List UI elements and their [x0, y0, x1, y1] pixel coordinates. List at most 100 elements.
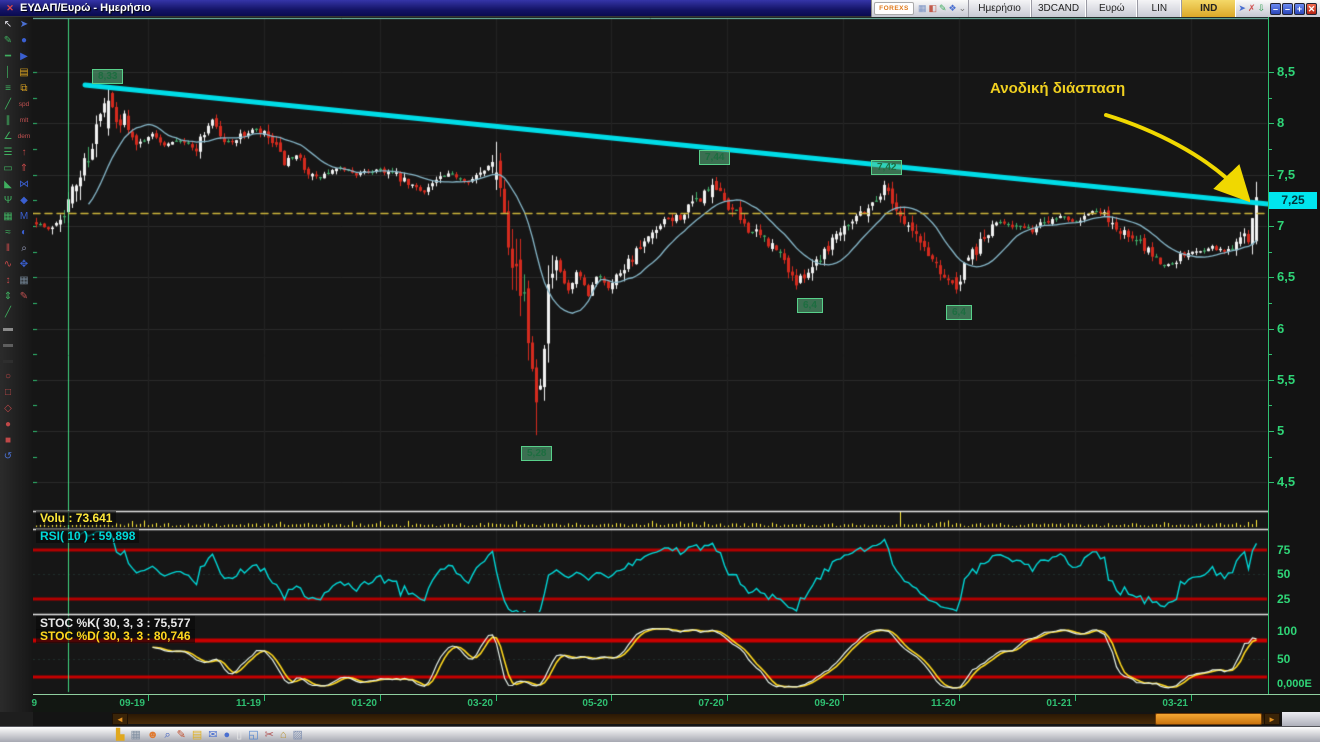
- tool-cursor-icon[interactable]: ↖: [3, 19, 13, 30]
- cut-icon[interactable]: ✂: [264, 728, 274, 741]
- erase-red-icon[interactable]: ✗: [1247, 3, 1256, 13]
- tool-orb-blue-icon[interactable]: ●: [20, 35, 28, 46]
- x-axis-label: 01-20: [351, 698, 377, 709]
- tool-half-circle-icon[interactable]: ◐: [20, 227, 28, 238]
- window-close-left-icon[interactable]: ✕: [6, 3, 14, 13]
- tool-diamond-blue-icon[interactable]: ◆: [20, 195, 28, 206]
- spreadsheet-icon[interactable]: ▦: [130, 728, 141, 741]
- tool-eraser-icon[interactable]: ▬: [3, 323, 13, 334]
- currency-button[interactable]: Ευρώ: [1086, 0, 1138, 17]
- minimize-button[interactable]: –: [1270, 2, 1281, 15]
- chart-style-button[interactable]: 3DCAND: [1030, 0, 1087, 17]
- tool-marker-black-icon[interactable]: ▬: [3, 355, 13, 366]
- send-icon[interactable]: ✉: [208, 728, 218, 741]
- rsi-label: RSI( 10 ) : 59,898: [36, 529, 140, 543]
- tool-fibonacci-tool-icon[interactable]: ☰: [3, 147, 13, 158]
- window-controls: – – + ✕: [1267, 0, 1320, 17]
- tool-pitchfork-tool-icon[interactable]: Ψ: [3, 195, 13, 206]
- drum-icon[interactable]: ●: [223, 728, 231, 741]
- tool-pencil-icon[interactable]: ✎: [3, 35, 13, 46]
- tool-magnifier-icon[interactable]: ⌕: [21, 243, 27, 254]
- tool-bars-tool-icon[interactable]: ‖: [5, 243, 11, 254]
- bank-icon[interactable]: ⌂: [279, 728, 287, 741]
- tool-diamond-tool-icon[interactable]: ◇: [4, 403, 12, 414]
- tool-bowtie-blue-icon[interactable]: ⋈: [19, 179, 29, 190]
- dropdown-icon[interactable]: ⌄: [958, 3, 967, 13]
- y-axis-tick: [1269, 98, 1272, 99]
- tool-zigzag-tool-icon[interactable]: ∿: [3, 259, 13, 270]
- y-axis-tick: [1269, 482, 1274, 483]
- price-axis[interactable]: 8,5 8 7,5 7 6,5 6 5,5 5 4,5 75 50 25 100 50 0,000E: [1268, 17, 1320, 694]
- tool-angle-tool-icon[interactable]: ∠: [3, 131, 13, 142]
- tool-m-tool-icon[interactable]: M: [19, 211, 29, 222]
- tool-mlt-tool-icon[interactable]: mlt: [19, 117, 29, 124]
- tool-arrow-up-double-icon[interactable]: ⇑: [19, 163, 29, 174]
- contacts-icon[interactable]: ☻: [146, 728, 159, 741]
- close-button[interactable]: ✕: [1306, 2, 1317, 15]
- scrollbar-track[interactable]: [128, 714, 1264, 724]
- chart-icon[interactable]: ◧: [928, 3, 937, 13]
- tool-rectangle-tool-icon[interactable]: ▭: [3, 163, 13, 174]
- chart-steps-icon[interactable]: ▙: [116, 728, 125, 741]
- tool-arrow-up-icon[interactable]: ↑: [21, 147, 27, 158]
- tool-vline-tool-icon[interactable]: │: [4, 67, 12, 78]
- chart-window-icon[interactable]: ◱: [248, 728, 259, 741]
- notes-icon[interactable]: ▨: [292, 728, 303, 741]
- tool-spd-tool-icon[interactable]: spd: [18, 101, 30, 108]
- timeframe-button[interactable]: Ημερήσιο: [968, 0, 1031, 17]
- tool-updown-tool-icon[interactable]: ↕: [5, 275, 11, 286]
- maximize-button[interactable]: +: [1294, 2, 1305, 15]
- tool-eraser-dark-icon[interactable]: ▬: [3, 339, 13, 350]
- stoch-axis-label: 100: [1277, 624, 1298, 638]
- x-axis-tick: [959, 695, 960, 701]
- draw-pencil-icon[interactable]: ✎: [939, 3, 947, 13]
- search-icon[interactable]: ⌕: [164, 728, 171, 741]
- tool-slash-tool-icon[interactable]: ╱: [4, 307, 12, 318]
- tool-trendline-tool-icon[interactable]: ╱: [4, 99, 12, 110]
- tool-parallel-lines-icon[interactable]: ≡: [5, 83, 11, 94]
- pointer-blue-icon[interactable]: ➤: [1238, 3, 1246, 13]
- scroll-right-button[interactable]: ►: [1264, 713, 1280, 725]
- price-chart-canvas[interactable]: [33, 17, 1268, 694]
- tool-channel-tool-icon[interactable]: ∥: [5, 115, 11, 126]
- arrow-down-green-icon[interactable]: ⇩: [1257, 3, 1265, 13]
- tool-hline-tool-icon[interactable]: ━: [4, 51, 12, 62]
- x-axis-label: 05-20: [582, 698, 608, 709]
- x-axis-tick: [1075, 695, 1076, 701]
- tool-folders-icon[interactable]: ⧉: [20, 83, 28, 94]
- tool-folder-icon[interactable]: ▤: [19, 67, 29, 78]
- tool-grid-tool-icon[interactable]: ▦: [3, 211, 13, 222]
- tool-dem-tool-icon[interactable]: dem: [17, 133, 31, 140]
- calculator-icon[interactable]: ▤: [191, 728, 203, 741]
- scrollbar-thumb[interactable]: [1155, 713, 1262, 725]
- price-badge: 5,28: [521, 446, 553, 461]
- tool-triangle-tool-icon[interactable]: ◣: [4, 179, 12, 190]
- tool-dot-tool-icon[interactable]: ●: [4, 419, 12, 430]
- stoch-axis-label: 0,000E: [1277, 678, 1312, 690]
- x-axis-label: 09-20: [814, 698, 840, 709]
- tool-wave-tool-icon[interactable]: ≈: [5, 227, 11, 238]
- toolbar-icon-group: ▦ ◧ ✎ ❖ ⌄: [916, 0, 968, 17]
- tool-cards-tool-icon[interactable]: ▦: [19, 275, 29, 286]
- tool-circle-tool-icon[interactable]: ○: [4, 371, 12, 382]
- compass-icon[interactable]: ❖: [948, 3, 957, 13]
- tool-filled-square-tool-icon[interactable]: ■: [4, 435, 12, 446]
- document-icon[interactable]: ▯: [236, 728, 243, 741]
- tool-pencil-red-icon[interactable]: ✎: [19, 291, 29, 302]
- forex-logo[interactable]: FOREXS: [874, 2, 914, 15]
- tool-play-blue-icon[interactable]: ▶: [20, 51, 28, 62]
- x-axis-tick: [148, 695, 149, 701]
- scroll-left-button[interactable]: ◄: [112, 713, 128, 725]
- x-axis-label: 03-20: [467, 698, 493, 709]
- indicators-button[interactable]: IND: [1181, 0, 1237, 17]
- tool-range-tool-icon[interactable]: ⇕: [3, 291, 13, 302]
- tool-pointer-blue-icon[interactable]: ➤: [19, 19, 29, 30]
- table-icon[interactable]: ▦: [917, 3, 927, 13]
- tool-square-tool-icon[interactable]: □: [4, 387, 12, 398]
- scale-button[interactable]: LIN: [1137, 0, 1182, 17]
- tool-move-tool-icon[interactable]: ✥: [19, 259, 29, 270]
- pens-icon[interactable]: ✎: [176, 728, 186, 741]
- tool-undo-icon[interactable]: ↺: [3, 451, 13, 462]
- time-axis[interactable]: 9 09-19 11-19 01-20 03-20 05-20 07-20 09-20 11-2…: [31, 694, 1320, 712]
- restore-button[interactable]: –: [1282, 2, 1293, 15]
